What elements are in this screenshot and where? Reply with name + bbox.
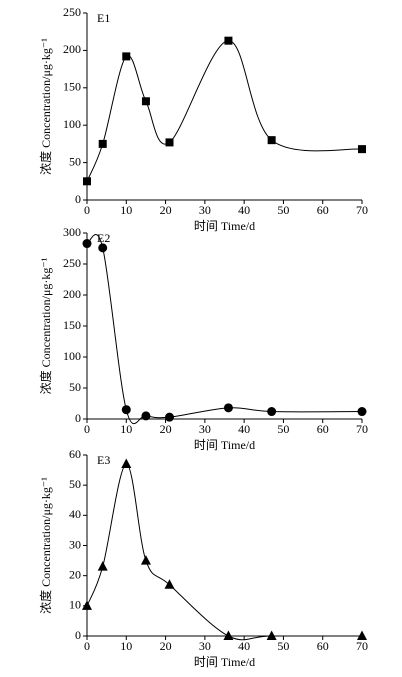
x-tick-label: 30 [199, 422, 211, 436]
x-tick-label: 20 [160, 422, 172, 436]
y-tick-label: 100 [63, 117, 81, 131]
marker [223, 403, 233, 413]
marker [122, 52, 131, 61]
x-tick-label: 20 [160, 639, 172, 653]
y-tick-label: 60 [69, 447, 81, 461]
x-axis-label: 时间 Time/d [194, 219, 255, 233]
data-line [86, 234, 363, 425]
x-tick-label: 20 [160, 203, 172, 217]
x-axis-label: 时间 Time/d [194, 655, 255, 669]
y-tick-label: 0 [75, 628, 81, 642]
marker [140, 555, 151, 565]
marker [141, 97, 150, 106]
y-tick-label: 200 [63, 287, 81, 301]
marker [121, 405, 131, 415]
x-tick-label: 30 [199, 203, 211, 217]
y-tick-label: 150 [63, 80, 81, 94]
marker [358, 145, 366, 154]
x-tick-label: 30 [199, 639, 211, 653]
x-tick-label: 10 [120, 203, 132, 217]
marker [121, 458, 132, 469]
panel-label: E3 [97, 453, 110, 467]
marker [267, 407, 277, 417]
marker [83, 177, 91, 186]
x-tick-label: 70 [356, 203, 368, 217]
marker [164, 579, 175, 589]
x-tick-label: 10 [120, 422, 132, 436]
x-axis-label: 时间 Time/d [194, 438, 255, 452]
y-tick-label: 50 [69, 477, 81, 491]
x-tick-label: 70 [356, 422, 368, 436]
x-tick-label: 0 [84, 203, 90, 217]
y-tick-label: 10 [69, 598, 81, 612]
marker [357, 630, 367, 640]
x-tick-label: 50 [277, 639, 289, 653]
marker [98, 139, 107, 148]
y-axis-label: 浓度 Concentration/μg·kg⁻¹ [38, 38, 53, 175]
y-tick-label: 50 [69, 154, 81, 168]
x-tick-label: 40 [238, 422, 250, 436]
x-tick-label: 0 [84, 422, 90, 436]
x-tick-label: 40 [238, 639, 250, 653]
y-tick-label: 40 [69, 507, 81, 521]
data-line [86, 40, 363, 182]
x-tick-label: 50 [277, 422, 289, 436]
marker [165, 138, 174, 147]
y-tick-label: 250 [63, 5, 81, 19]
x-tick-label: 60 [317, 203, 329, 217]
y-tick-label: 100 [63, 349, 81, 363]
marker [82, 239, 92, 249]
x-tick-label: 10 [120, 639, 132, 653]
marker [266, 630, 277, 640]
y-tick-label: 200 [63, 42, 81, 56]
x-tick-label: 0 [84, 639, 90, 653]
x-tick-label: 60 [317, 422, 329, 436]
y-axis-label: 浓度 Concentration/μg·kg⁻¹ [38, 257, 53, 394]
data-line [86, 463, 362, 641]
x-tick-label: 70 [356, 639, 368, 653]
marker [98, 243, 108, 253]
y-axis-label: 浓度 Concentration/μg·kg⁻¹ [38, 477, 53, 614]
x-tick-label: 40 [238, 203, 250, 217]
y-tick-label: 150 [63, 318, 81, 332]
y-tick-label: 20 [69, 567, 81, 581]
x-tick-label: 50 [277, 203, 289, 217]
x-tick-label: 60 [317, 639, 329, 653]
marker [165, 412, 174, 422]
marker [141, 411, 151, 421]
marker [267, 136, 276, 145]
marker [82, 600, 92, 610]
y-tick-label: 30 [69, 537, 81, 551]
y-tick-label: 300 [63, 225, 81, 239]
marker [97, 561, 108, 571]
panel-label: E1 [97, 11, 110, 25]
marker [223, 630, 234, 640]
y-tick-label: 50 [69, 380, 81, 394]
marker [224, 36, 233, 45]
marker [357, 407, 367, 417]
y-tick-label: 0 [75, 411, 81, 425]
y-tick-label: 250 [63, 256, 81, 270]
y-tick-label: 0 [75, 192, 81, 206]
